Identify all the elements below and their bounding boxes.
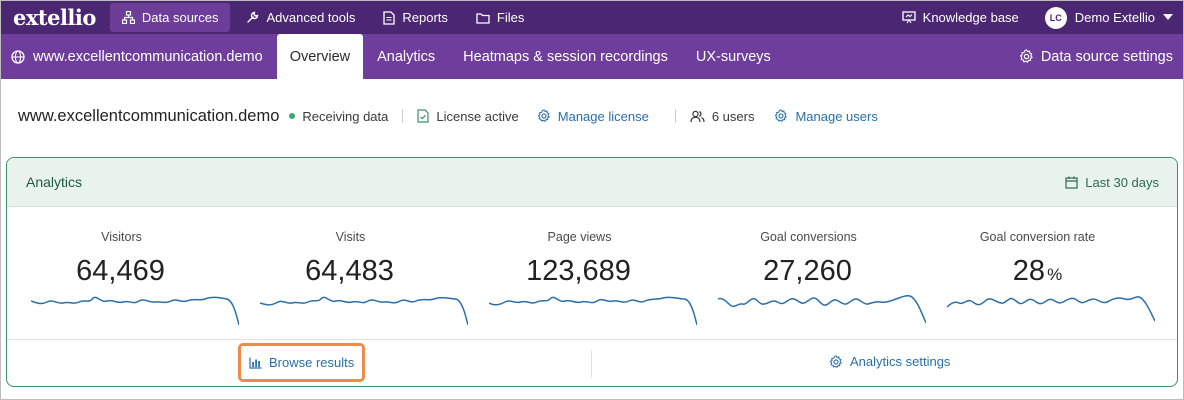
site-selector[interactable]: www.excellentcommunication.demo (1, 34, 263, 79)
document-icon (383, 10, 396, 25)
card-title: Analytics (26, 174, 83, 190)
folder-icon (476, 12, 490, 24)
browse-results-button[interactable]: Browse results (238, 343, 366, 382)
extellio-logo[interactable]: extellio (13, 5, 96, 30)
status-dot-icon (289, 113, 296, 119)
gear-icon (829, 354, 842, 368)
gear-icon (537, 109, 550, 122)
nav-label: Files (496, 10, 525, 25)
metric-number: 27,260 (763, 255, 852, 287)
site-info-row: www.excellentcommunication.demo Receivin… (18, 104, 878, 128)
status-text: Receiving data (302, 108, 389, 124)
metric-value: 27,260 (694, 255, 923, 288)
globe-icon (11, 49, 25, 64)
analytics-card-header: Analytics Last 30 days (7, 158, 1177, 207)
caret-down-icon (1163, 14, 1173, 20)
tab-analytics[interactable]: Analytics (377, 48, 436, 65)
manage-users-link[interactable]: Manage users (774, 108, 878, 124)
nav-files[interactable]: Files (464, 3, 536, 32)
sparkline (260, 296, 468, 326)
metric-number: 64,469 (76, 255, 165, 287)
metrics-row: Visitors 64,469 Visits 64,483 Page views… (7, 207, 1177, 340)
metric-number: 123,689 (526, 255, 631, 287)
analytics-card: Analytics Last 30 days Visitors 64,469 V… (6, 157, 1178, 387)
page-title: www.excellentcommunication.demo (18, 106, 280, 125)
analytics-settings-label: Analytics settings (850, 354, 951, 369)
date-range-selector[interactable]: Last 30 days (1065, 175, 1159, 190)
sitemap-icon (121, 11, 135, 24)
metric-unit: % (1047, 265, 1063, 284)
wrench-icon (247, 11, 259, 23)
metric-page-views[interactable]: Page views 123,689 (465, 207, 697, 340)
avatar: LC (1044, 6, 1067, 29)
analytics-card-footer: Browse results Analytics settings (7, 340, 1177, 386)
sparkline (718, 295, 926, 324)
gear-icon (775, 109, 788, 122)
metric-goal-conversion-rate[interactable]: Goal conversion rate 28% (923, 207, 1155, 340)
nav-reports[interactable]: Reports (371, 3, 460, 32)
metric-value: 64,469 (7, 255, 236, 288)
sparkline (489, 296, 697, 326)
knowledge-base-link[interactable]: Knowledge base (902, 10, 1019, 25)
metric-label: Page views (547, 230, 612, 244)
data-source-settings-button[interactable]: Data source settings (1019, 34, 1173, 79)
user-name: Demo Extellio (1074, 10, 1155, 25)
manage-users-label: Manage users (795, 108, 878, 124)
calendar-icon (1065, 176, 1078, 189)
metric-number: 64,483 (305, 255, 394, 287)
metric-label: Visits (335, 230, 366, 244)
metric-value: 123,689 (465, 255, 694, 288)
footer-divider (591, 350, 592, 378)
user-count-text: 6 users (711, 108, 755, 124)
data-source-settings-label: Data source settings (1040, 48, 1173, 65)
metric-goal-conversions[interactable]: Goal conversions 27,260 (694, 207, 926, 340)
metric-label: Goal conversion rate (979, 230, 1096, 244)
knowledge-base-label: Knowledge base (922, 10, 1019, 25)
metric-number: 28 (1012, 255, 1046, 287)
users-icon (690, 110, 705, 122)
presentation-icon (902, 11, 916, 24)
nav-data-sources[interactable]: Data sources (109, 3, 231, 32)
tab-ux-surveys[interactable]: UX-surveys (695, 48, 771, 65)
date-range-label: Last 30 days (1085, 174, 1159, 190)
user-count: 6 users (690, 108, 755, 124)
nav-label: Reports (402, 10, 448, 25)
nav-label: Advanced tools (266, 10, 356, 25)
license-status: License active (417, 108, 519, 124)
analytics-settings-button[interactable]: Analytics settings (829, 354, 950, 369)
license-icon (417, 109, 429, 123)
metric-visits[interactable]: Visits 64,483 (236, 207, 468, 340)
metric-label: Visitors (101, 230, 142, 244)
metric-label: Goal conversions (760, 230, 857, 244)
data-source-navigation: www.excellentcommunication.demo Overview… (1, 34, 1183, 79)
tab-overview[interactable]: Overview (276, 34, 364, 79)
tab-heatmaps[interactable]: Heatmaps & session recordings (463, 48, 668, 65)
user-menu[interactable]: LC Demo Extellio (1044, 6, 1173, 29)
manage-license-label: Manage license (557, 108, 649, 124)
top-navigation: extellio Data sources Advanced tools Rep… (1, 1, 1183, 34)
bar-chart-icon (249, 357, 262, 369)
sparkline (31, 296, 239, 326)
site-name: www.excellentcommunication.demo (33, 48, 263, 65)
license-text: License active (436, 108, 519, 124)
manage-license-link[interactable]: Manage license (537, 109, 649, 124)
metric-value: 28% (923, 255, 1152, 288)
sparkline (947, 296, 1155, 322)
nav-label: Data sources (141, 10, 219, 25)
nav-advanced-tools[interactable]: Advanced tools (234, 3, 367, 32)
gear-icon (1019, 49, 1033, 63)
metric-visitors[interactable]: Visitors 64,469 (7, 207, 239, 340)
browse-results-label: Browse results (269, 355, 355, 370)
metric-value: 64,483 (236, 255, 465, 288)
